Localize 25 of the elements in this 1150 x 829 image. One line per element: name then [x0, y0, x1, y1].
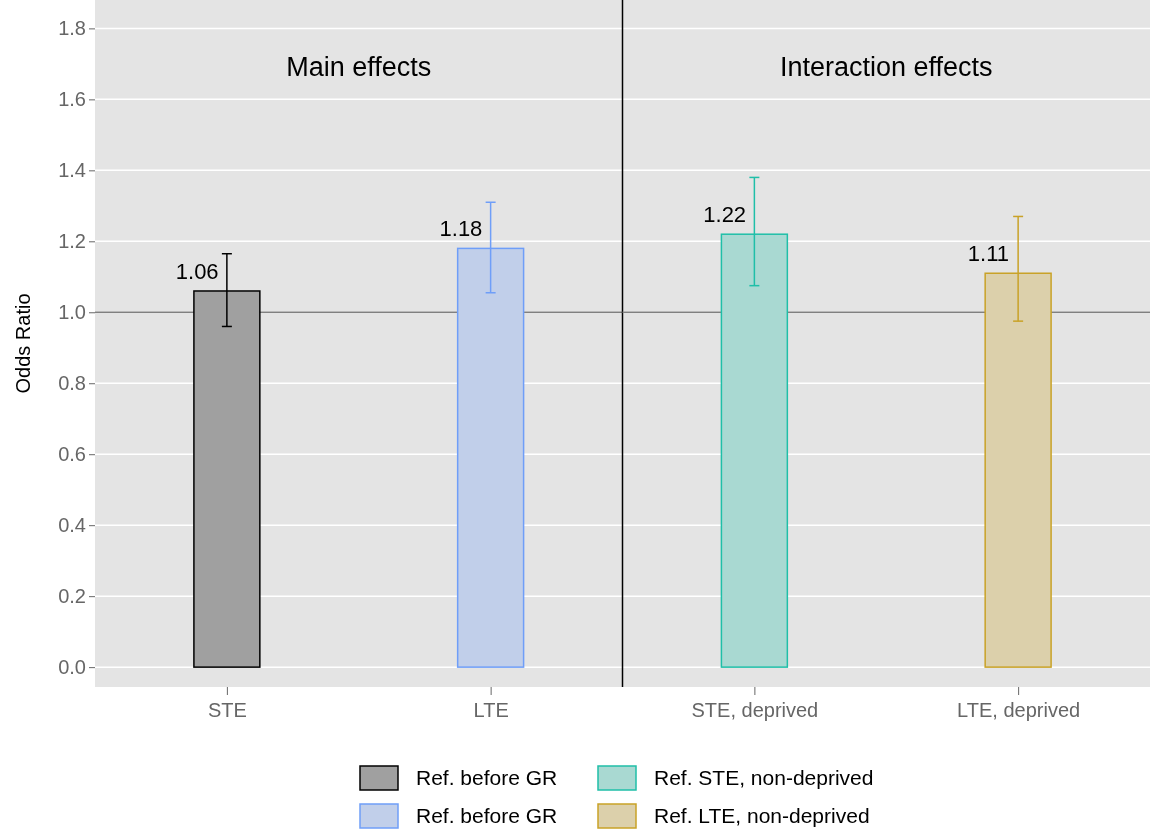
- data-label: 1.18: [439, 216, 483, 242]
- y-tick-label: 1.2: [58, 230, 86, 253]
- text: Interaction effects: [779, 52, 993, 82]
- legend-label: Ref. STE, non-deprived: [654, 766, 874, 789]
- y-tick-label: 0.2: [58, 585, 86, 608]
- y-tick-label: 1.6: [58, 88, 86, 111]
- x-tick-label: STE: [207, 699, 247, 722]
- y-tick-label: 1.0: [58, 301, 86, 324]
- y-tick-label: 0.0: [58, 656, 86, 679]
- y-axis-title: Odds Ratio: [12, 293, 34, 394]
- legend-label: Ref. before GR: [416, 804, 558, 827]
- data-label: 1.06: [175, 258, 219, 284]
- y-tick-label: 0.4: [58, 514, 86, 537]
- text: Main effects: [286, 52, 432, 82]
- y-tick-label: 0.8: [58, 372, 86, 395]
- y-tick-label: 1.4: [58, 159, 86, 182]
- x-tick-label: LTE: [473, 699, 509, 722]
- y-tick-label: 0.6: [58, 443, 86, 466]
- data-label: 1.11: [967, 241, 1010, 267]
- y-tick-label: 1.8: [58, 17, 86, 40]
- legend-label: Ref. LTE, non-deprived: [654, 804, 870, 827]
- x-tick-label: STE, deprived: [691, 699, 819, 722]
- data-label: 1.22: [703, 202, 747, 228]
- legend-label: Ref. before GR: [416, 766, 558, 789]
- x-tick-label: LTE, deprived: [957, 699, 1081, 722]
